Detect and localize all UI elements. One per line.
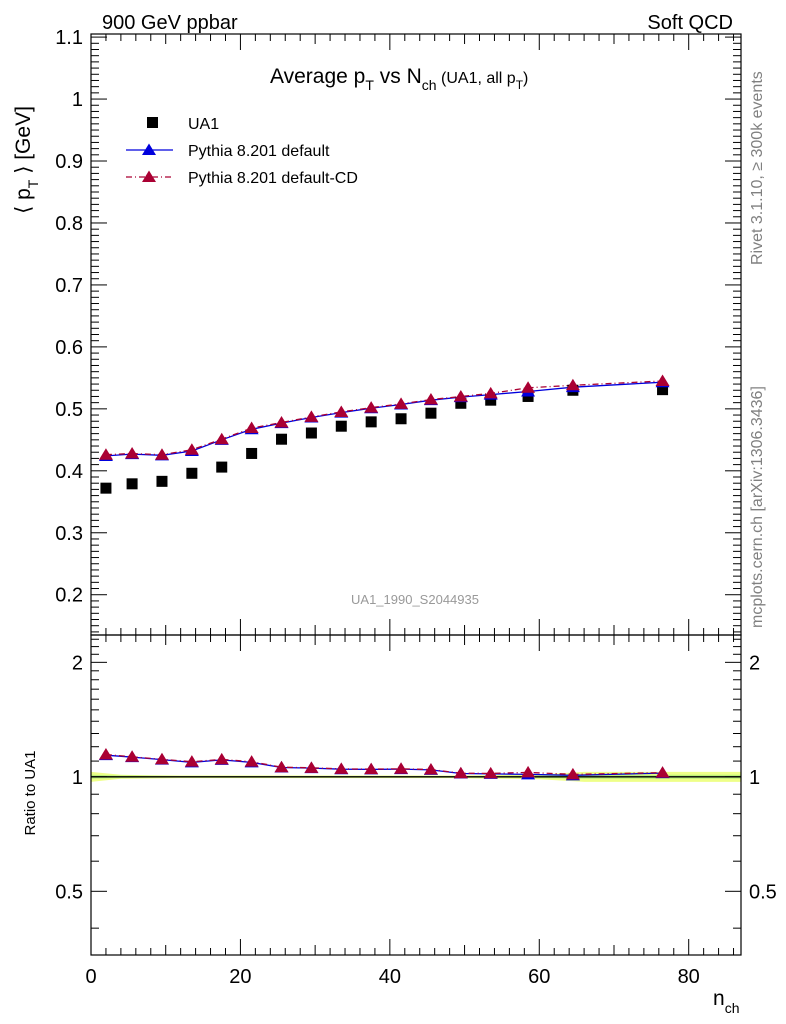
ratio-axis-ticks: 0.5 0.51 12 20 20 40 60 80 xyxy=(55,635,777,988)
xtick-label: 40 xyxy=(379,966,401,988)
ua1-data-point xyxy=(126,478,138,490)
ratio-pythia-default-cd-point xyxy=(423,763,438,775)
ua1-data-point xyxy=(305,427,317,439)
pythia-default-cd-line xyxy=(105,380,663,456)
main-ytick-label: 1 xyxy=(72,89,83,111)
pythia-default-cd-point xyxy=(565,378,580,391)
ua1-data-point xyxy=(657,384,669,396)
ratio-ytick-label: 0.5 xyxy=(55,881,83,903)
xtick-label: 20 xyxy=(229,966,251,988)
ratio-pythia-default-cd-point xyxy=(125,750,140,762)
ratio-pythia-default-cd-point xyxy=(565,767,580,780)
ratio-pythia-default-cd-point xyxy=(334,762,349,774)
legend: UA1 Pythia 8.201 default Pythia 8.201 de… xyxy=(126,116,358,187)
xtick-label: 80 xyxy=(678,966,700,988)
ratio-frame xyxy=(90,634,742,956)
rivet-version-label: Rivet 3.1.10, ≥ 300k events xyxy=(749,71,766,265)
ratio-ytick-label-right: 1 xyxy=(749,767,760,789)
pythia-default-cd-point xyxy=(655,374,670,386)
legend-marker-pythia-default xyxy=(142,143,156,155)
analysis-watermark: UA1_1990_S2044935 xyxy=(351,592,479,607)
ua1-data-point xyxy=(425,407,437,419)
ratio-pythia-default-cd-point xyxy=(453,766,468,779)
ua1-data-point xyxy=(455,397,467,409)
ratio-pythia-default-cd-point xyxy=(304,761,319,773)
pythia-default-cd-point xyxy=(184,443,199,455)
ua1-data-point xyxy=(335,420,347,432)
pythia-default-cd-point xyxy=(98,448,113,460)
header-right: Soft QCD xyxy=(647,12,733,34)
ua1-data-point xyxy=(395,413,407,425)
ratio-pythia-default-cd-point xyxy=(244,755,259,767)
ratio-data xyxy=(91,747,741,781)
pythia-default-cd-point xyxy=(244,421,259,434)
pythia-default-cd-point xyxy=(364,401,379,413)
pythia-default-cd-point xyxy=(521,381,536,393)
xtick-label: 0 xyxy=(85,966,96,988)
pythia-default-cd-point xyxy=(423,393,438,405)
main-data xyxy=(98,374,670,494)
ratio-pythia-default-cd-point xyxy=(214,752,229,765)
ratio-pythia-default-cd-point xyxy=(483,766,498,779)
main-ytick-label: 0.4 xyxy=(55,461,83,483)
ua1-data-point xyxy=(100,482,112,494)
ratio-ytick-label-right: 0.5 xyxy=(749,881,777,903)
main-axis-ticks: 0.2 0.3 0.4 0.5 0.6 0.7 0.8 0.9 1 1.1 xyxy=(55,27,741,635)
legend-marker-ua1 xyxy=(147,117,158,128)
ratio-ytick-label: 2 xyxy=(72,652,83,674)
main-ytick-label: 0.5 xyxy=(55,399,83,421)
y-axis-label: ⟨ pT ⟩ [GeV] xyxy=(12,106,41,214)
ua1-data-point xyxy=(485,394,497,406)
main-ytick-label: 0.9 xyxy=(55,151,83,173)
main-ytick-label: 0.2 xyxy=(55,585,83,607)
header-left: 900 GeV ppbar xyxy=(102,12,238,34)
main-ytick-label: 0.7 xyxy=(55,275,83,297)
ratio-ytick-label-right: 2 xyxy=(749,652,760,674)
main-ytick-label: 0.3 xyxy=(55,523,83,545)
ratio-pythia-default-cd-point xyxy=(655,766,670,778)
ua1-data-point xyxy=(216,461,228,473)
ratio-ytick-label: 1 xyxy=(72,767,83,789)
xtick-label: 60 xyxy=(528,966,550,988)
main-ytick-label: 0.8 xyxy=(55,213,83,235)
pythia-default-line xyxy=(105,381,663,457)
main-ytick-label: 1.1 xyxy=(55,27,83,49)
legend-label-pythia-default-cd: Pythia 8.201 default-CD xyxy=(188,170,358,187)
ratio-panel: 0.5 0.51 12 20 20 40 60 80 Ratio to UA1 nch xyxy=(22,634,777,1016)
chart-title: Average pT vs Nch (UA1, all pT) xyxy=(270,65,528,93)
ratio-pythia-default-cd-point xyxy=(521,765,536,778)
ua1-data-point xyxy=(365,416,377,428)
main-panel: 0.2 0.3 0.4 0.5 0.6 0.7 0.8 0.9 1 1.1 Average pT … xyxy=(12,27,742,636)
main-ytick-label: 0.6 xyxy=(55,337,83,359)
pythia-default-cd-point xyxy=(125,446,140,459)
legend-marker-pythia-default-cd xyxy=(142,170,156,182)
ratio-y-axis-label: Ratio to UA1 xyxy=(22,750,39,835)
ratio-pythia-default-cd-point xyxy=(394,762,409,774)
x-axis-label: nch xyxy=(713,987,739,1016)
ua1-data-point xyxy=(156,475,168,487)
pythia-default-cd-point xyxy=(214,432,229,445)
pythia-default-cd-point xyxy=(154,448,169,460)
ua1-data-point xyxy=(246,447,258,459)
pythia-default-cd-point xyxy=(483,386,498,399)
pythia-default-cd-point xyxy=(334,405,349,417)
pythia-default-cd-point xyxy=(304,410,319,422)
pythia-default-cd-point xyxy=(394,397,409,409)
legend-label-pythia-default: Pythia 8.201 default xyxy=(188,143,330,160)
pythia-default-cd-point xyxy=(274,415,289,428)
ratio-pythia-default-cd-point xyxy=(364,762,379,775)
ratio-pythia-default-cd-point xyxy=(98,747,113,760)
ratio-pythia-default-cd-point xyxy=(154,752,169,765)
ua1-data-point xyxy=(276,433,288,445)
legend-label-ua1: UA1 xyxy=(188,116,219,133)
source-label: mcplots.cern.ch [arXiv:1306.3436] xyxy=(749,386,766,628)
pythia-default-cd-point xyxy=(453,389,468,402)
ratio-pythia-default-cd-point xyxy=(184,755,199,767)
ratio-pythia-default-cd-point xyxy=(274,760,289,773)
ua1-data-point xyxy=(186,467,198,479)
